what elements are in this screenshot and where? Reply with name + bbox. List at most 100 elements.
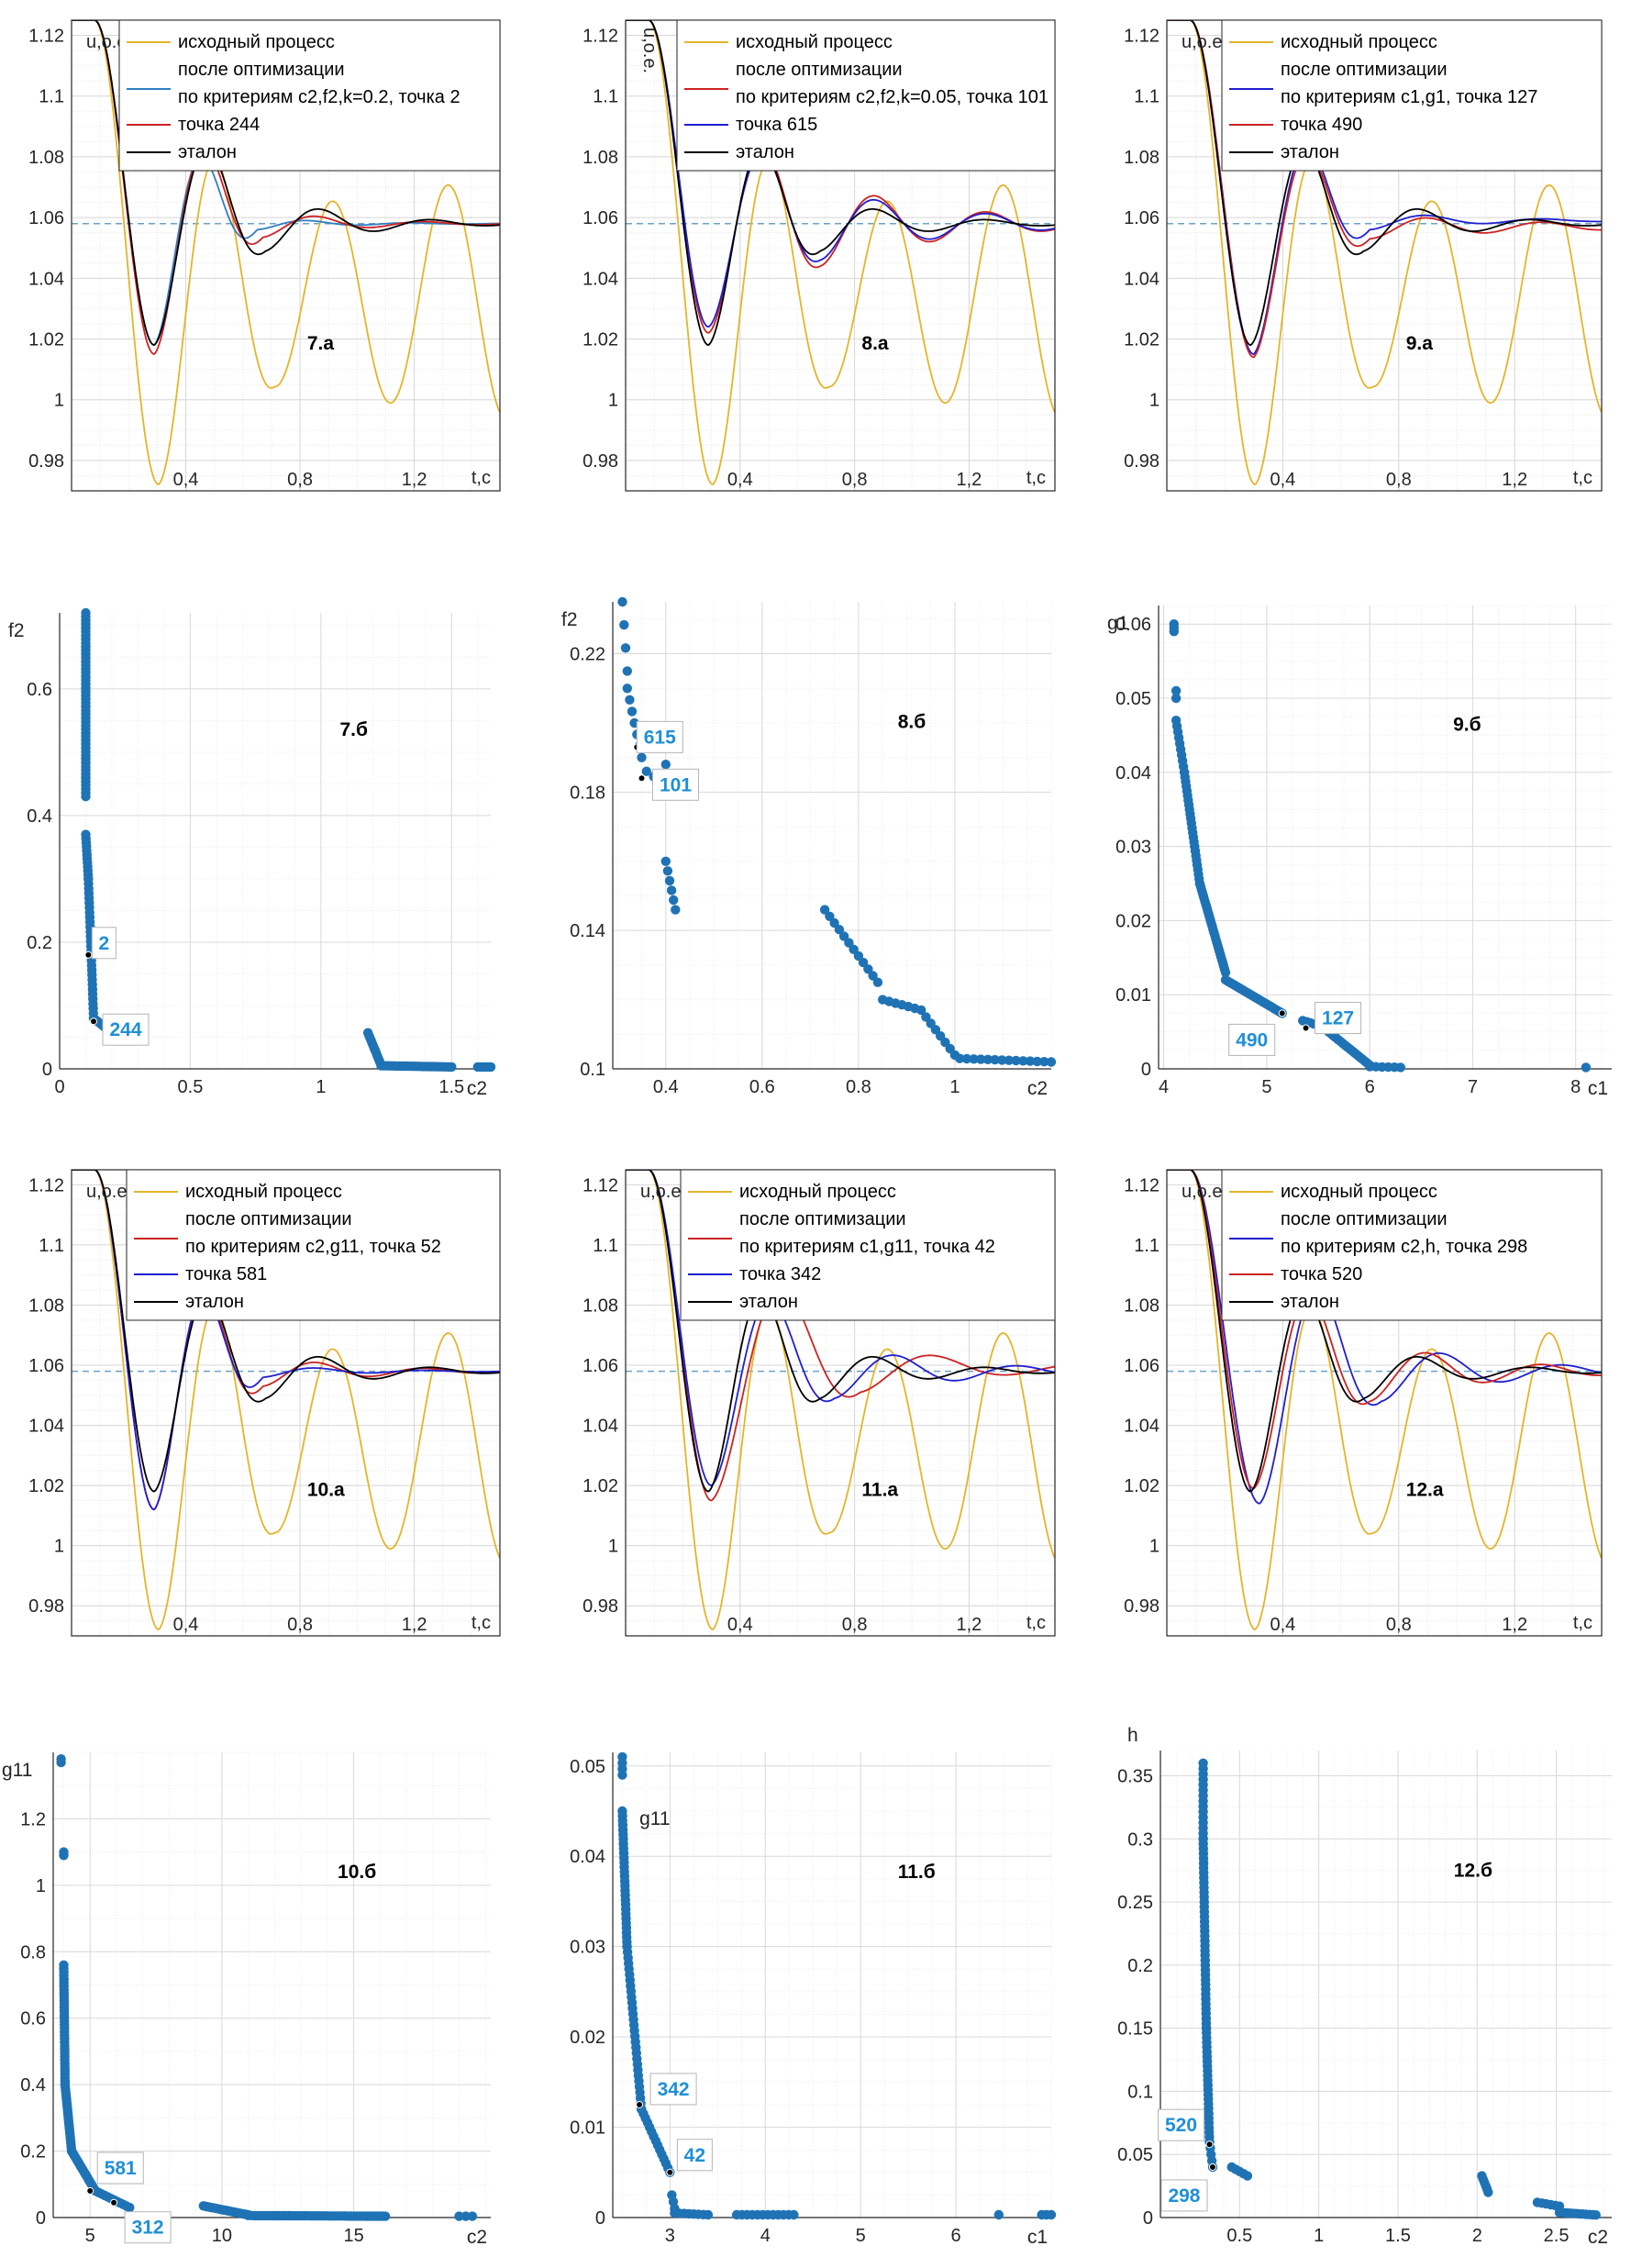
y-axis-label: g11 [2,1760,32,1781]
x-axis-label: t,с [1026,1613,1046,1633]
legend-entry: точка 490 [1281,115,1362,135]
series-line-3 [1167,1170,1602,1493]
data-point [961,1053,972,1064]
legend-entry: после оптимизации [185,1209,352,1229]
y-tick-label: 0.6 [20,2009,46,2029]
data-point [990,1054,1000,1065]
annotation-marker [1302,1024,1310,1032]
legend-entry: после оптимизации [1281,1209,1448,1229]
x-tick-label: 2.5 [1544,2226,1570,2246]
legend-entry: точка 520 [1281,1264,1362,1284]
series-line-2 [1167,1170,1602,1490]
legend-entry: исходный процесс [1281,1182,1437,1202]
annotation-label: 101 [660,774,692,795]
data-point [1591,2210,1601,2220]
data-point [467,2211,478,2221]
legend-entry: исходный процесс [739,1182,896,1202]
x-tick-label: 7 [1468,1077,1478,1097]
y-tick-label: 0.98 [582,451,618,472]
response-chart-8a: 0.98 1 1.02 1.04 1.06 1.08 1.1 1.12 0,4 0,8 1,2 t,с… [582,19,1056,492]
legend-entry: по критериям с2,f2,k=0.2, точка 2 [178,87,460,107]
data-point [1018,1056,1028,1066]
data-point [1011,1055,1021,1066]
y-tick-label: 0.22 [570,645,605,665]
series-line-3 [1167,20,1602,347]
y-tick-label: 0 [42,1060,52,1080]
y-tick-label: 1.02 [28,1476,64,1496]
y-tick-label: 1.08 [582,148,618,168]
data-point [1039,1057,1049,1067]
y-tick-label: 1 [1149,391,1159,411]
annotation-box [1158,2108,1205,2141]
x-tick-label: 8 [1570,1077,1581,1097]
data-point [447,1062,457,1073]
x-tick-label: 0.4 [653,1077,679,1097]
legend-entry: исходный процесс [736,32,893,52]
panel-label: 8.а [861,333,889,354]
series-line-3 [72,20,500,347]
annotation-label: 312 [132,2218,164,2239]
x-tick-label: 0,4 [727,1615,753,1635]
y-tick-label: 0.15 [1117,2019,1153,2040]
y-axis-label: u,о.е. [640,1182,686,1202]
legend-entry: точка 244 [178,115,260,135]
x-tick-label: 6 [951,2226,961,2246]
y-tick-label: 0.98 [582,1596,618,1617]
y-tick-label: 1.06 [1124,208,1159,228]
series-line-2 [626,20,1055,328]
y-tick-label: 1.1 [593,87,618,107]
y-tick-label: 1.1 [39,1236,64,1256]
x-tick-label: 0,8 [287,1615,313,1635]
y-tick-label: 1 [36,1876,46,1896]
y-tick-label: 0.2 [1127,1956,1153,1976]
y-tick-label: 1.08 [1124,148,1159,168]
y-tick-label: 0.8 [20,1942,46,1962]
x-tick-label: 1.5 [1385,2226,1411,2246]
legend-entry: исходный процесс [185,1182,342,1202]
series-line-3 [626,20,1055,347]
data-point [955,1053,965,1063]
y-tick-label: 1.1 [1134,87,1159,107]
annotation-label: 615 [644,727,676,748]
x-tick-label: 6 [1365,1077,1375,1097]
x-axis-label: с1 [1588,1078,1608,1099]
annotation-box [1228,1023,1276,1056]
y-tick-label: 0 [1141,1060,1151,1080]
y-tick-label: 1.02 [1124,1476,1159,1496]
y-tick-label: 1.08 [582,1295,618,1316]
y-axis-label: u,о.е. [1182,1182,1227,1202]
pareto-front-9b: 4 5 6 7 8 0 0.01 0.02 0.03 0.04 0.05 0.06 с1 g1 127 490… [1107,605,1612,1099]
series-line-1 [1167,1170,1602,1505]
annotation-box [96,2151,144,2185]
y-tick-label: 1.06 [582,1356,618,1376]
data-point [1046,1057,1057,1067]
x-tick-label: 0,4 [1270,470,1295,490]
y-tick-label: 0.06 [1115,615,1151,635]
legend-entry: по критериям с1,g11, точка 42 [739,1237,995,1257]
x-tick-label: 10 [212,2226,232,2246]
series-line-3 [72,1170,500,1493]
data-point [997,1055,1007,1065]
data-point [125,2202,135,2213]
x-tick-label: 0,8 [1386,470,1412,490]
response-chart-7a: 0.98 1 1.02 1.04 1.06 1.08 1.1 1.12 0,4 0,8 1,2 t,с… [28,19,501,492]
y-tick-label: 1.06 [582,208,618,228]
y-tick-label: 0.14 [570,921,605,941]
legend: исходный процесс после оптимизации по крит… [118,19,501,172]
x-tick-label: 0,8 [287,470,313,490]
legend-entry: после оптимизации [739,1209,906,1229]
y-tick-label: 0 [36,2208,46,2229]
legend-entry: эталон [1281,142,1339,162]
panel-label: 9.а [1406,333,1434,354]
annotation-label: 490 [1236,1029,1268,1051]
data-point [671,905,681,915]
data-point [872,977,883,987]
data-point [641,766,651,776]
series-line-0 [72,1170,500,1631]
legend-entry: точка 342 [739,1264,821,1284]
x-tick-label: 0.6 [749,1077,775,1097]
annotation-label: 127 [1322,1008,1354,1029]
legend-entry: исходный процесс [178,32,335,52]
data-point [454,2211,464,2221]
y-tick-label: 0.18 [570,783,605,803]
